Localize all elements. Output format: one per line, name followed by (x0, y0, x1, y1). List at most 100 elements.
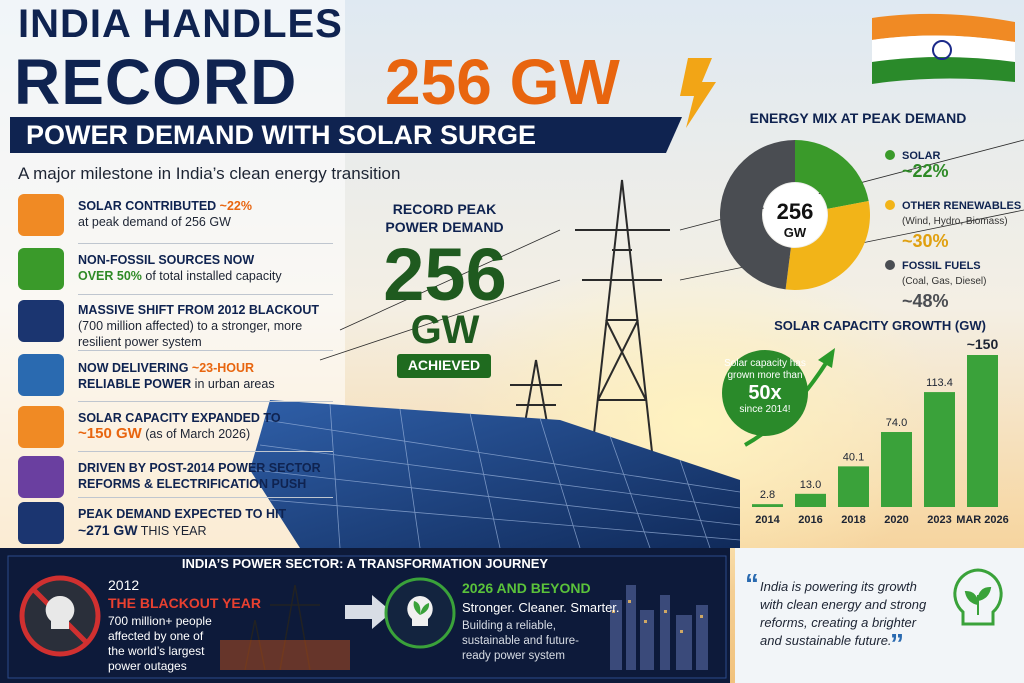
fact-text: NON-FOSSIL SOURCES NOW (78, 253, 255, 267)
trend-arrowhead (818, 348, 835, 368)
journey-future-text: Building a reliable, sustainable and fut… (462, 620, 579, 662)
fact-text: SOLAR CAPACITY EXPANDED TO (78, 411, 281, 425)
fact-text: PEAK DEMAND EXPECTED TO HIT (78, 507, 287, 521)
icon (18, 502, 64, 544)
fact-text: in urban areas (191, 377, 275, 391)
journey-title: INDIA’S POWER SECTOR: A TRANSFORMATION J… (181, 556, 549, 571)
value-label: ~48% (902, 291, 949, 311)
value-label: ~150 (967, 336, 999, 352)
fact-text: (700 million affected) to a stronger, mo… (78, 319, 303, 349)
fact-text: NOW DELIVERING (78, 361, 192, 375)
chart-annotation: Solar capacity has grown more than 50x sin… (722, 350, 808, 436)
legend-note: (Coal, Gas, Diesel) (902, 276, 986, 287)
bar (924, 392, 955, 507)
title-record: RECORD (14, 46, 298, 118)
value-label: ~22% (902, 161, 949, 181)
separator (78, 497, 333, 498)
legend-label: OTHER RENEWABLES (902, 200, 1021, 212)
fact: PEAK DEMAND EXPECTED TO HIT ~271 GW THIS … (78, 506, 338, 539)
x-tick-label: 2014 (755, 514, 780, 526)
icon (18, 248, 64, 290)
separator (78, 350, 333, 351)
fact: NOW DELIVERING ~23-HOUR RELIABLE POWER in… (78, 360, 338, 392)
value-label: 2.8 (760, 489, 775, 501)
quote-open: “ (745, 568, 759, 599)
subtitle: A major milestone in India’s clean energ… (18, 164, 401, 183)
legend-label: SOLAR (902, 150, 941, 162)
separator (78, 243, 333, 244)
fact: DRIVEN BY POST-2014 POWER SECTOR REFORMS… (78, 460, 338, 492)
value-label: 113.4 (926, 377, 953, 389)
record-unit: GW (410, 308, 480, 352)
icon (18, 354, 64, 396)
annotation-text: since 2014! (739, 404, 791, 415)
fact-text: RELIABLE POWER (78, 377, 192, 391)
legend-label: FOSSIL FUELS (902, 260, 981, 272)
fact-text: DRIVEN BY POST-2014 POWER SECTOR REFORMS… (78, 461, 321, 491)
x-tick-label: 2018 (841, 514, 865, 526)
legend-swatch (885, 260, 895, 270)
fact-highlight: ~22% (219, 199, 252, 213)
value-label: ~30% (902, 231, 949, 251)
fact-text: MASSIVE SHIFT FROM 2012 BLACKOUT (78, 303, 319, 317)
fact-text: at peak demand of 256 GW (78, 215, 231, 229)
legend-swatch (885, 150, 895, 160)
legend-note: (Wind, Hydro, Biomass) (902, 216, 1008, 227)
fact-highlight: ~271 GW (78, 522, 138, 538)
fact-highlight: OVER 50% (78, 269, 142, 283)
separator (78, 401, 333, 402)
pie-center (763, 183, 827, 247)
value-label: 74.0 (886, 417, 907, 429)
icon (18, 406, 64, 448)
title-number: 256 GW (385, 46, 620, 118)
fact-text: SOLAR CONTRIBUTED (78, 199, 220, 213)
pie-slice (785, 200, 870, 290)
record-label: RECORD PEAK POWER DEMAND (385, 201, 504, 235)
legend-swatch (885, 200, 895, 210)
title-banner: POWER DEMAND WITH SOLAR SURGE (26, 120, 536, 150)
fact-text: of total installed capacity (141, 269, 282, 283)
value-label: 40.1 (843, 451, 864, 463)
value-label: 13.0 (800, 479, 821, 491)
pie-center-number: 256 (777, 199, 814, 224)
fact: MASSIVE SHIFT FROM 2012 BLACKOUT (700 mil… (78, 302, 338, 350)
bar (967, 355, 998, 507)
journey-past-year: 2012 (108, 577, 140, 593)
fact-text: THIS YEAR (137, 524, 207, 538)
journey-future-tagline: Stronger. Cleaner. Smarter. (462, 600, 620, 615)
bar (881, 432, 912, 507)
separator (78, 451, 333, 452)
journey-past-text: 700 million+ people affected by one of t… (108, 614, 212, 673)
x-tick-label: 2020 (884, 514, 908, 526)
record-badge: ACHIEVED (407, 357, 481, 373)
annotation-highlight: 50x (748, 382, 782, 404)
x-tick-label: MAR 2026 (956, 514, 1009, 526)
record-number: 256 (383, 233, 507, 316)
chart-title: ENERGY MIX AT PEAK DEMAND (750, 110, 967, 126)
icon (18, 300, 64, 342)
fact-highlight: ~23-HOUR (191, 361, 255, 375)
bar (838, 466, 869, 507)
fact: NON-FOSSIL SOURCES NOW OVER 50% of total … (78, 252, 338, 284)
x-tick-label: 2023 (927, 514, 951, 526)
bar (795, 493, 826, 507)
icon (18, 456, 64, 498)
chart-title: SOLAR CAPACITY GROWTH (GW) (774, 318, 986, 333)
quote-close: ” (890, 628, 904, 659)
journey-past-title: THE BLACKOUT YEAR (108, 595, 261, 611)
fact-text: (as of March 2026) (141, 427, 251, 441)
icon (18, 194, 64, 236)
journey-future-title: 2026 AND BEYOND (462, 580, 591, 596)
separator (78, 294, 333, 295)
quote-text: India is powering its growth with clean … (760, 579, 927, 648)
pie-center-unit: GW (784, 225, 807, 240)
fact: SOLAR CAPACITY EXPANDED TO ~150 GW (as of… (78, 410, 338, 442)
pie-slice (795, 140, 869, 209)
fact: SOLAR CONTRIBUTED ~22% at peak demand of … (78, 198, 338, 230)
annotation-text: Solar capacity has grown more than (724, 358, 806, 381)
fact-highlight: ~150 GW (78, 425, 142, 442)
x-tick-label: 2016 (798, 514, 822, 526)
title-line1: INDIA HANDLES (18, 2, 343, 46)
